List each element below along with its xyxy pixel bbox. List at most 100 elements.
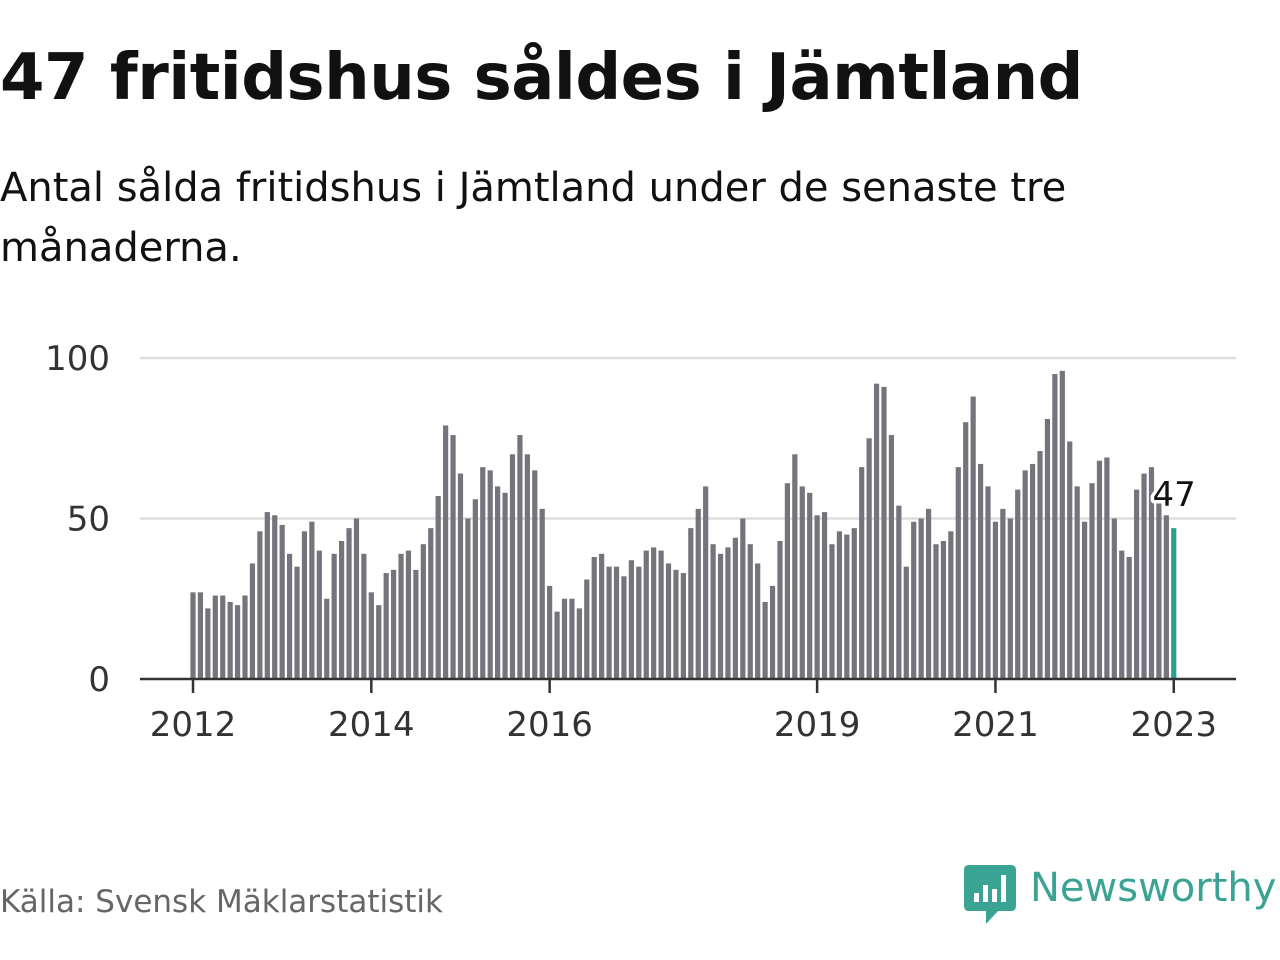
newsworthy-logo-icon (964, 865, 1016, 924)
bar (1029, 463, 1036, 679)
bar (636, 566, 642, 679)
bar (465, 518, 471, 679)
bar (301, 531, 308, 679)
bar (866, 438, 872, 679)
bar (829, 544, 835, 679)
bar (212, 595, 218, 679)
bar (977, 463, 984, 679)
bar (272, 515, 278, 679)
bar (613, 566, 620, 679)
bar (628, 560, 634, 679)
bar (257, 531, 263, 679)
bar (339, 540, 345, 679)
y-axis-ticks: 0 50 100 (45, 339, 110, 700)
bar (324, 598, 330, 679)
bar (784, 483, 790, 679)
bar (792, 454, 798, 679)
source-note: Källa: Svensk Mäklarstatistik (0, 884, 443, 920)
bar (316, 550, 322, 679)
bar (391, 569, 397, 679)
bar (859, 467, 865, 679)
bar (599, 553, 605, 679)
bar (457, 473, 464, 679)
bar (651, 547, 657, 679)
bar (717, 553, 724, 679)
bar (985, 486, 991, 679)
y-tick-label-50: 50 (67, 500, 110, 540)
bar (346, 528, 352, 679)
bar (606, 566, 612, 679)
bar (294, 566, 300, 679)
bar (732, 537, 738, 679)
bar (554, 611, 560, 679)
y-tick-label-100: 100 (45, 339, 110, 379)
bars (190, 370, 1177, 679)
bar (992, 521, 999, 679)
bar (472, 499, 478, 679)
bar (769, 585, 776, 679)
bar (1134, 489, 1140, 679)
bar (911, 521, 917, 679)
bar (933, 544, 939, 679)
bar (1015, 489, 1021, 679)
bar (279, 524, 285, 679)
bar (918, 518, 924, 679)
bar (680, 573, 686, 679)
bar (1082, 521, 1088, 679)
chart-title: 47 fritidshus såldes i Jämtland (0, 41, 1083, 115)
bar (190, 592, 196, 679)
bar (309, 521, 315, 679)
bar (688, 528, 694, 679)
bar (361, 553, 367, 679)
bar (851, 528, 857, 679)
bar (896, 505, 902, 679)
bar (1148, 467, 1155, 679)
bar (695, 508, 701, 679)
bar (450, 435, 456, 679)
bar (405, 550, 412, 679)
bar (524, 454, 530, 679)
bar (1126, 557, 1132, 679)
bar (376, 605, 382, 679)
x-tick-label-2012: 2012 (150, 705, 237, 745)
bar (509, 454, 516, 679)
bar (502, 492, 508, 679)
last-value-label: 47 (1152, 475, 1195, 515)
bar (799, 486, 805, 679)
bar (1022, 470, 1028, 679)
bar (487, 470, 493, 679)
bar (821, 512, 828, 679)
bar (480, 467, 486, 679)
bar (1052, 374, 1058, 679)
bar (234, 605, 241, 679)
bar (532, 470, 538, 679)
bar (740, 518, 746, 679)
bar (428, 528, 434, 679)
bar (777, 540, 783, 679)
x-tick-label-2014: 2014 (328, 705, 415, 745)
x-tick-label-2023: 2023 (1130, 705, 1217, 745)
bar (658, 550, 664, 679)
bar (963, 422, 969, 679)
bar (903, 566, 909, 679)
bar (569, 598, 575, 679)
bar (643, 550, 649, 679)
x-axis: 2012 2014 2016 2019 2021 2023 (140, 677, 1236, 745)
bar (755, 563, 761, 679)
bar (1000, 508, 1006, 679)
bar (286, 553, 293, 679)
bar (873, 383, 880, 679)
bar (762, 601, 768, 679)
bar (970, 396, 976, 679)
bar (353, 518, 360, 679)
bar (881, 386, 887, 679)
bar (1007, 518, 1013, 679)
bar (242, 595, 248, 679)
bar (539, 508, 545, 679)
newsworthy-logo: Newsworthy (964, 862, 1280, 928)
bar (495, 486, 501, 679)
bar (948, 531, 954, 679)
bar-latest (1171, 528, 1177, 679)
bar (925, 508, 932, 679)
bar (1096, 460, 1103, 679)
